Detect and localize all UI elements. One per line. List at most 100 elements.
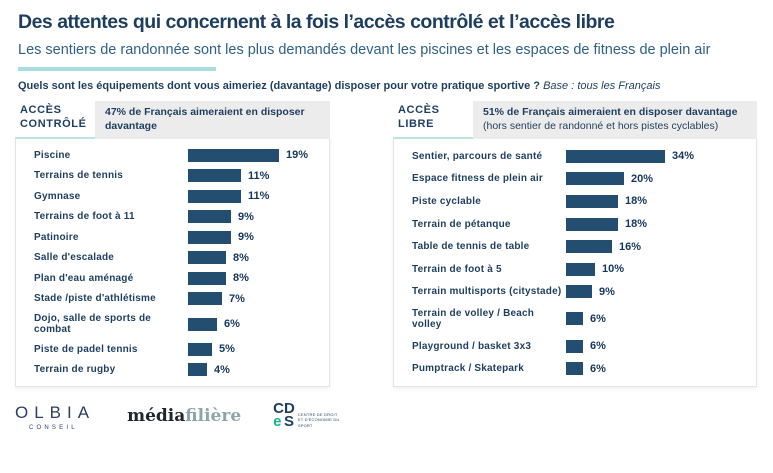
value-label: 4% xyxy=(214,363,230,376)
logos-footer: OLBIA CONSEIL médiafilière C D e S Centr… xyxy=(15,400,773,431)
chart-row: Salle d'escalade 8% xyxy=(16,251,329,265)
chart-row: Terrain de pétanque 18% xyxy=(394,217,756,231)
bar xyxy=(566,240,612,254)
chart-row: Playground / basket 3x3 6% xyxy=(394,339,756,353)
bar-chart-controle: Piscine 19% Terrains de tennis 11% Gymnase 11… xyxy=(15,137,330,387)
value-label: 8% xyxy=(233,272,249,285)
cdes-logo-caption: Centre de droit et d'économie du sport xyxy=(297,411,340,428)
category-label: Terrain de pétanque xyxy=(412,218,511,230)
teal-underline xyxy=(18,67,216,71)
bar xyxy=(566,149,665,163)
value-label: 20% xyxy=(631,172,654,185)
value-label: 6% xyxy=(590,362,606,375)
bar xyxy=(566,285,592,299)
bar xyxy=(188,292,222,306)
value-label: 34% xyxy=(672,150,695,163)
category-label: Terrain de volley / Beach volley xyxy=(412,307,535,330)
chart-row: Terrains de foot à 11 9% xyxy=(16,210,329,224)
mediafiliere-logo-part2: filière xyxy=(185,406,242,426)
mediafiliere-logo: médiafilière xyxy=(127,406,241,426)
chart-row: Dojo, salle de sports de combat 6% xyxy=(16,313,329,335)
cdes-letter: S xyxy=(283,412,294,430)
chart-row: Piscine 19% xyxy=(16,148,329,162)
category-label: Piste cyclable xyxy=(412,195,481,207)
category-label: Sentier, parcours de santé xyxy=(412,150,543,162)
bar xyxy=(566,262,595,276)
bar xyxy=(566,217,618,231)
category-label: Terrain multisports (citystade) xyxy=(412,286,562,298)
category-label: Dojo, salle de sports de combat xyxy=(34,313,152,336)
summary-bold: 51% de Français aimeraient en disposer d… xyxy=(483,106,738,118)
bar xyxy=(188,189,241,203)
value-label: 5% xyxy=(219,343,235,356)
value-label: 9% xyxy=(238,231,254,244)
chart-row: Terrains de tennis 11% xyxy=(16,169,329,183)
value-label: 6% xyxy=(590,340,606,353)
category-label: Terrain de foot à 5 xyxy=(412,263,502,275)
category-label: Table de tennis de table xyxy=(412,241,530,253)
value-label: 6% xyxy=(224,318,240,331)
chart-row: Terrain de foot à 5 10% xyxy=(394,262,756,276)
cdes-letter: e xyxy=(273,412,282,430)
value-label: 18% xyxy=(625,195,648,208)
olbia-logo-subtext: CONSEIL xyxy=(29,425,78,431)
survey-base-note: Base : tous les Français xyxy=(543,80,661,92)
category-label: Espace fitness de plein air xyxy=(412,173,544,185)
chart-row: Stade /piste d'athlétisme 7% xyxy=(16,292,329,306)
bar xyxy=(566,194,618,208)
value-label: 10% xyxy=(602,263,625,276)
charts-container: ACCÈS CONTRÔLÉ 47% de Français aimeraien… xyxy=(15,101,758,387)
category-label: Terrains de tennis xyxy=(34,170,123,182)
value-label: 11% xyxy=(248,169,270,182)
category-label: Patinoire xyxy=(34,231,79,243)
summary-box-controle: 47% de Français aimeraient en disposer d… xyxy=(95,101,330,140)
category-label: Playground / basket 3x3 xyxy=(412,340,532,352)
chart-row: Piste cyclable 18% xyxy=(394,194,756,208)
chart-row: Terrain multisports (citystade) 9% xyxy=(394,285,756,299)
chart-row: Terrain de volley / Beach volley 6% xyxy=(394,308,756,330)
bar-chart-libre: Sentier, parcours de santé 34% Espace fitn… xyxy=(393,137,757,387)
category-label: Piscine xyxy=(34,149,71,161)
bar xyxy=(566,312,583,326)
summary-note: (hors sentier de randonné et hors pistes… xyxy=(483,119,719,132)
survey-question: Quels sont les équipements dont vous aim… xyxy=(18,80,773,92)
category-label: Plan d'eau aménagé xyxy=(34,272,134,284)
chart-row: Gymnase 11% xyxy=(16,189,329,203)
value-label: 11% xyxy=(248,190,270,203)
chart-row: Table de tennis de table 16% xyxy=(394,240,756,254)
olbia-logo: OLBIA CONSEIL xyxy=(15,403,95,431)
access-controle-label: ACCÈS CONTRÔLÉ xyxy=(20,104,87,131)
mediafiliere-logo-part1: média xyxy=(127,406,186,426)
chart-row: Plan d'eau aménagé 8% xyxy=(16,271,329,285)
category-label: Terrains de foot à 11 xyxy=(34,211,135,223)
category-label: Piste de padel tennis xyxy=(34,343,138,355)
cdes-letter: D xyxy=(283,400,295,417)
olbia-logo-text: OLBIA xyxy=(15,403,96,422)
chart-header-libre: ACCÈS LIBRE 51% de Français aimeraient e… xyxy=(393,101,757,140)
access-libre-label: ACCÈS LIBRE xyxy=(398,104,440,131)
value-label: 18% xyxy=(625,218,648,231)
value-label: 9% xyxy=(599,285,615,298)
bar xyxy=(566,339,583,353)
chart-row: Piste de padel tennis 5% xyxy=(16,342,329,356)
value-label: 19% xyxy=(286,149,309,162)
category-label: Pumptrack / Skatepark xyxy=(412,363,525,375)
chart-acces-controle: ACCÈS CONTRÔLÉ 47% de Français aimeraien… xyxy=(15,101,330,387)
value-label: 16% xyxy=(619,240,642,253)
page-subtitle: Les sentiers de randonnée sont les plus … xyxy=(18,42,711,58)
value-label: 8% xyxy=(233,251,249,264)
cdes-letter: C xyxy=(273,400,284,417)
value-label: 7% xyxy=(229,292,245,305)
page-title: Des attentes qui concernent à la fois l’… xyxy=(18,11,615,33)
value-label: 6% xyxy=(590,312,606,325)
value-label: 9% xyxy=(238,210,254,223)
chart-row: Sentier, parcours de santé 34% xyxy=(394,149,756,163)
category-label: Salle d'escalade xyxy=(34,252,115,264)
chart-row: Terrain de rugby 4% xyxy=(16,363,329,377)
bar xyxy=(188,251,226,265)
survey-question-text: Quels sont les équipements dont vous aim… xyxy=(18,80,541,92)
summary-box-libre: 51% de Français aimeraient en disposer d… xyxy=(473,101,757,140)
chart-header-controle: ACCÈS CONTRÔLÉ 47% de Français aimeraien… xyxy=(15,101,330,140)
bar xyxy=(188,169,241,183)
